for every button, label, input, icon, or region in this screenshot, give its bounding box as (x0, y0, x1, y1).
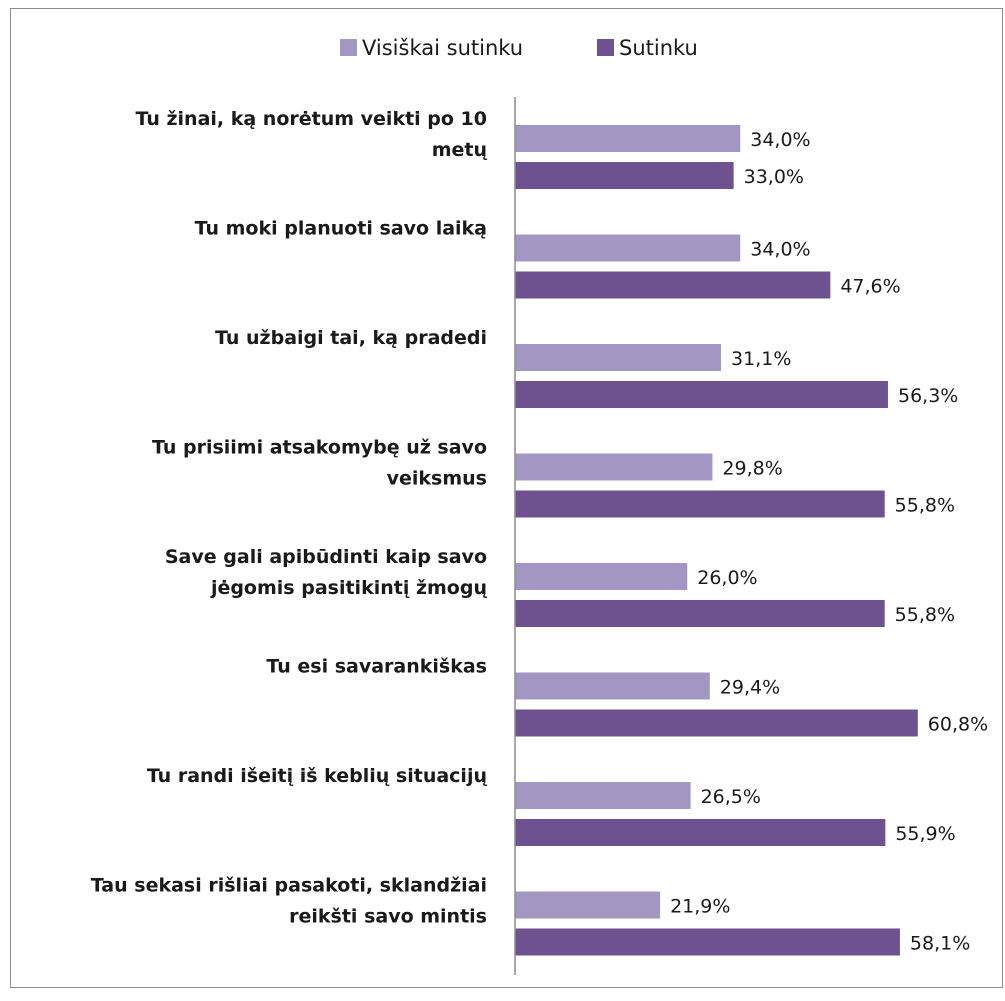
value-label-0-4: 26,0% (697, 567, 757, 589)
category-label-4: Save gali apibūdinti kaip savo jėgomis pa… (165, 546, 488, 599)
bar-visiskai-sutinku-6 (515, 782, 691, 809)
bar-sutinku-4 (515, 600, 885, 627)
bar-visiskai-sutinku-3 (515, 453, 713, 481)
value-label-1-4: 55,8% (895, 604, 955, 626)
legend-swatch-1 (597, 39, 614, 56)
bar-sutinku-1 (515, 271, 831, 299)
category-label-3: Tu prisiimi atsakomybę už savo veiksmus (152, 437, 487, 490)
bar-sutinku-3 (515, 490, 885, 518)
value-label-1-1: 47,6% (840, 276, 900, 298)
value-label-0-5: 29,4% (720, 677, 780, 699)
value-label-0-1: 34,0% (750, 239, 810, 261)
category-labels: Tu žinai, ką norėtum veikti po 10 metų Tu … (91, 108, 488, 928)
legend-label-1: Sutinku (619, 36, 698, 60)
value-label-0-7: 21,9% (670, 896, 730, 918)
legend-label-0: Visiškai sutinku (362, 36, 523, 60)
bar-sutinku-6 (515, 819, 886, 846)
bar-visiskai-sutinku-1 (515, 234, 741, 262)
bar-visiskai-sutinku-5 (515, 672, 710, 700)
value-label-0-3: 29,8% (722, 458, 782, 480)
bar-visiskai-sutinku-2 (515, 344, 722, 371)
category-label-7: Tau sekasi rišliai pasakoti, sklandžiai r… (91, 875, 487, 928)
category-label-0: Tu žinai, ką norėtum veikti po 10 metų (135, 108, 487, 161)
bars (515, 125, 918, 956)
value-label-0-2: 31,1% (731, 348, 791, 370)
value-label-1-7: 58,1% (910, 933, 970, 955)
bar-sutinku-5 (515, 709, 918, 737)
bar-sutinku-7 (515, 928, 900, 956)
value-label-1-5: 60,8% (928, 714, 988, 736)
legend: Visiškai sutinku Sutinku (340, 36, 698, 60)
value-label-0-6: 26,5% (701, 786, 761, 808)
value-label-1-6: 55,9% (895, 823, 955, 845)
value-labels: 34,0% 33,0% 34,0% 47,6% 31,1% 56,3% 29,8% 55,8%… (670, 129, 988, 955)
value-label-1-2: 56,3% (898, 385, 958, 407)
bar-visiskai-sutinku-0 (515, 125, 741, 152)
bar-sutinku-2 (515, 381, 888, 408)
bar-sutinku-0 (515, 162, 734, 189)
legend-swatch-0 (340, 39, 357, 56)
category-label-2: Tu užbaigi tai, ką pradedi (215, 327, 487, 349)
value-label-1-0: 33,0% (744, 166, 804, 188)
bar-visiskai-sutinku-7 (515, 891, 661, 919)
category-label-1: Tu moki planuoti savo laiką (195, 218, 487, 240)
value-label-0-0: 34,0% (750, 129, 810, 151)
bar-visiskai-sutinku-4 (515, 563, 688, 590)
value-label-1-3: 55,8% (895, 495, 955, 517)
category-label-5: Tu esi savarankiškas (266, 656, 487, 678)
category-label-6: Tu randi išeitį iš keblių situacijų (147, 765, 488, 787)
